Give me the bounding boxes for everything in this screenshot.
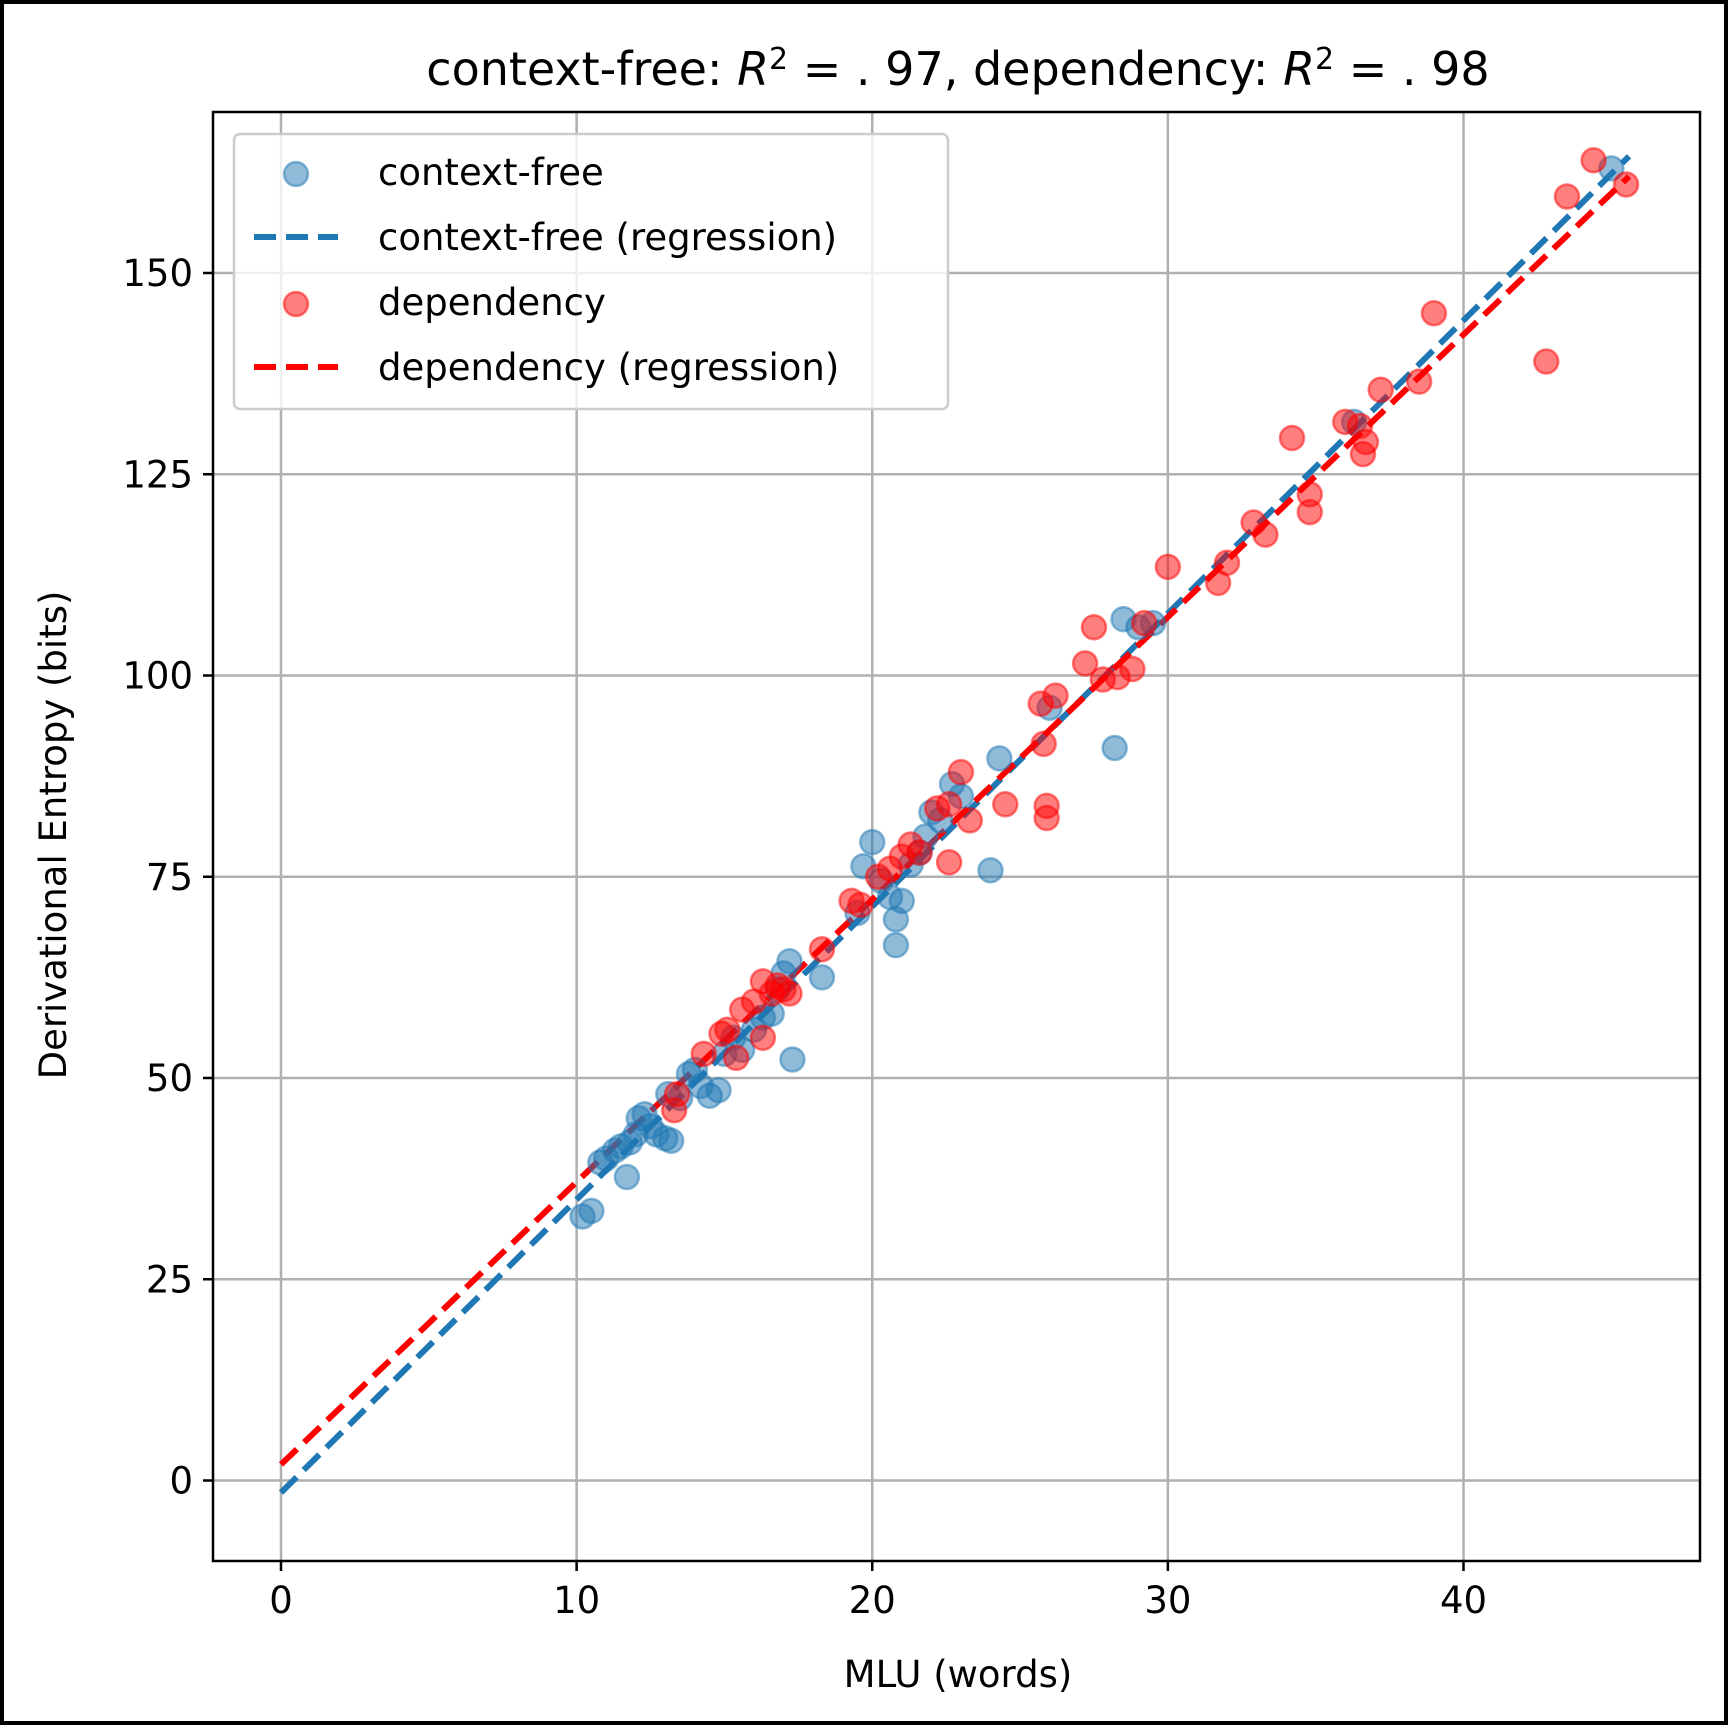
context-free-point xyxy=(657,1127,685,1155)
dependency-point xyxy=(1154,553,1182,581)
dependency-point xyxy=(1213,549,1241,577)
context-free-point xyxy=(578,1197,605,1225)
ticks-layer: 0 10 20 30 40 0 25 50 75 100 125 150 xyxy=(122,252,1487,1622)
dependency-point xyxy=(1278,424,1306,452)
x-tick-label: 10 xyxy=(553,1579,600,1622)
dependency-point xyxy=(723,1044,750,1072)
context-free-point xyxy=(705,1076,732,1104)
legend: context-free context-free (regression) d… xyxy=(232,132,950,411)
dependency-point xyxy=(935,791,963,818)
dependency-point xyxy=(1533,348,1560,375)
dependency-point xyxy=(935,849,963,876)
title-cf-value: = . 97, xyxy=(788,42,973,96)
context-free-point xyxy=(986,745,1013,772)
dependency-point xyxy=(1033,804,1060,832)
dependency-point xyxy=(1071,650,1099,677)
title-dep-value: = . 98 xyxy=(1334,42,1490,96)
y-tick-label: 100 xyxy=(122,655,193,698)
y-tick-label: 25 xyxy=(146,1258,193,1301)
dependency-point xyxy=(1130,609,1158,637)
context-free-point xyxy=(779,1046,806,1073)
x-axis-label: MLU (words) xyxy=(844,1653,1073,1696)
y-tick-label: 0 xyxy=(169,1460,193,1503)
dependency-point xyxy=(1252,521,1279,548)
dependency-point xyxy=(663,1080,691,1108)
scatter-chart: 0 10 20 30 40 0 25 50 75 100 125 150 context-free: … xyxy=(32,42,1702,1696)
dependency-point xyxy=(690,1040,717,1068)
regression-layer xyxy=(278,154,1632,1495)
dependency-point xyxy=(1352,428,1380,456)
title-superscript-1: 2 xyxy=(769,42,788,77)
context-free-point xyxy=(977,857,1004,884)
y-tick-label: 125 xyxy=(122,453,193,496)
dependency-point xyxy=(1580,147,1607,174)
title-r-symbol-2: R xyxy=(1283,42,1315,96)
legend-label-context-free: context-free xyxy=(378,151,604,194)
context-free-point xyxy=(888,887,916,915)
dependency-point xyxy=(947,758,975,786)
context-free-point xyxy=(882,931,910,959)
legend-marker-context-free xyxy=(282,160,310,188)
legend-box xyxy=(232,132,950,411)
dependency-point xyxy=(1296,498,1324,526)
title-dep-prefix: dependency: xyxy=(973,42,1283,96)
y-tick-label: 150 xyxy=(122,252,193,295)
x-tick-label: 40 xyxy=(1440,1579,1487,1622)
dependency-point xyxy=(808,935,836,963)
context-free-point xyxy=(613,1163,641,1191)
legend-label-context-free-regression: context-free (regression) xyxy=(378,216,837,259)
dependency-point xyxy=(1612,171,1640,198)
dependency-point xyxy=(1553,183,1581,210)
dependency-point xyxy=(906,839,933,866)
dependency-point xyxy=(1042,682,1069,709)
title-superscript-2: 2 xyxy=(1315,42,1334,77)
context-free-point xyxy=(1101,734,1128,762)
x-tick-label: 0 xyxy=(269,1579,293,1622)
x-tick-label: 20 xyxy=(849,1579,896,1622)
legend-label-dependency-regression: dependency (regression) xyxy=(378,346,839,389)
y-tick-label: 50 xyxy=(146,1057,193,1100)
context-free-point xyxy=(808,964,836,991)
dependency-point xyxy=(992,791,1019,818)
dependency-point xyxy=(776,980,803,1007)
chart-title: context-free: R2 = . 97, dependency: R2 … xyxy=(426,42,1489,96)
title-r-symbol-1: R xyxy=(737,42,769,96)
dependency-point xyxy=(1080,613,1108,641)
dependency-point xyxy=(1367,376,1394,403)
dependency-point xyxy=(847,891,874,919)
dependency-point xyxy=(956,807,984,834)
dependency-point xyxy=(1405,368,1433,395)
legend-marker-dependency xyxy=(282,290,310,318)
dependency-regression-line xyxy=(278,174,1632,1467)
y-axis-label: Derivational Entropy (bits) xyxy=(32,591,75,1080)
x-tick-label: 30 xyxy=(1144,1579,1191,1622)
dependency-point xyxy=(1420,300,1448,327)
legend-label-dependency: dependency xyxy=(378,281,606,324)
dependency-point xyxy=(749,1024,777,1051)
dependency-point xyxy=(1119,655,1146,683)
y-tick-label: 75 xyxy=(146,856,193,899)
dependency-point xyxy=(714,1016,741,1043)
plot-area-frame xyxy=(211,110,1702,1563)
title-cf-prefix: context-free: xyxy=(426,42,737,96)
points-layer xyxy=(569,147,1640,1230)
dependency-point xyxy=(1030,730,1057,758)
context-free-point xyxy=(858,828,886,856)
context-free-point xyxy=(776,948,803,975)
